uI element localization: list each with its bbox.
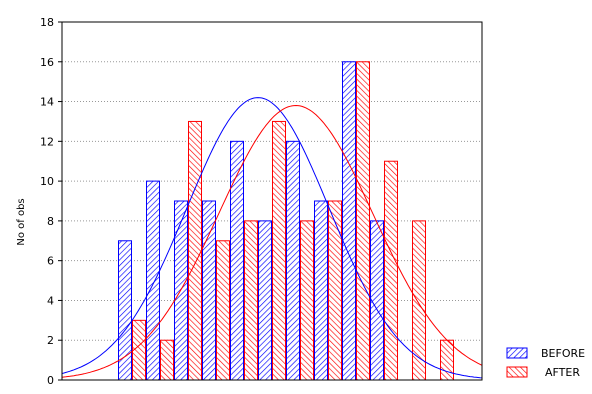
bar-after [132,319,146,381]
normal-curve-before [61,97,483,379]
bar-before [370,220,384,381]
bar-after [300,220,314,381]
y-tick-label: 10 [40,175,54,188]
normal-curves [61,97,483,379]
bar-after [188,120,202,381]
y-tick-label: 0 [47,374,54,387]
bar-before [342,61,356,381]
legend-label-after: AFTER [545,366,580,379]
y-tick-label: 12 [40,135,54,148]
y-tick-label: 16 [40,56,54,69]
bar-after [272,120,286,381]
bar-after [440,339,454,381]
y-tick-label: 4 [47,294,54,307]
bar-before [146,180,160,381]
plot-frame [61,21,483,381]
bar-after [328,200,342,381]
y-tick-label: 8 [47,215,54,228]
bar-after [160,339,174,381]
normal-curve-after [61,104,483,378]
y-tick-label: 14 [40,96,54,109]
bar-before [314,200,328,381]
y-tick-label: 6 [47,255,54,268]
bar-before [230,140,244,381]
bar-before [258,220,272,381]
y-tick-label: 2 [47,334,54,347]
bar-after [384,160,398,381]
bar-after [412,220,426,381]
legend-swatch-before [506,347,528,359]
y-tick-labels: 0 2 4 6 8 10 12 14 16 18 [40,16,54,387]
legend-swatch-after [506,366,528,378]
bar-after [244,220,258,381]
y-axis-label: No of obs [16,198,27,245]
legend: BEFORE AFTER [506,347,585,379]
bars [118,61,454,381]
bar-before [202,200,216,381]
axes [61,21,483,381]
bar-before [286,140,300,381]
bar-after [356,61,370,381]
legend-label-before: BEFORE [541,347,585,360]
bar-after [216,240,230,381]
y-tick-label: 18 [40,16,54,29]
